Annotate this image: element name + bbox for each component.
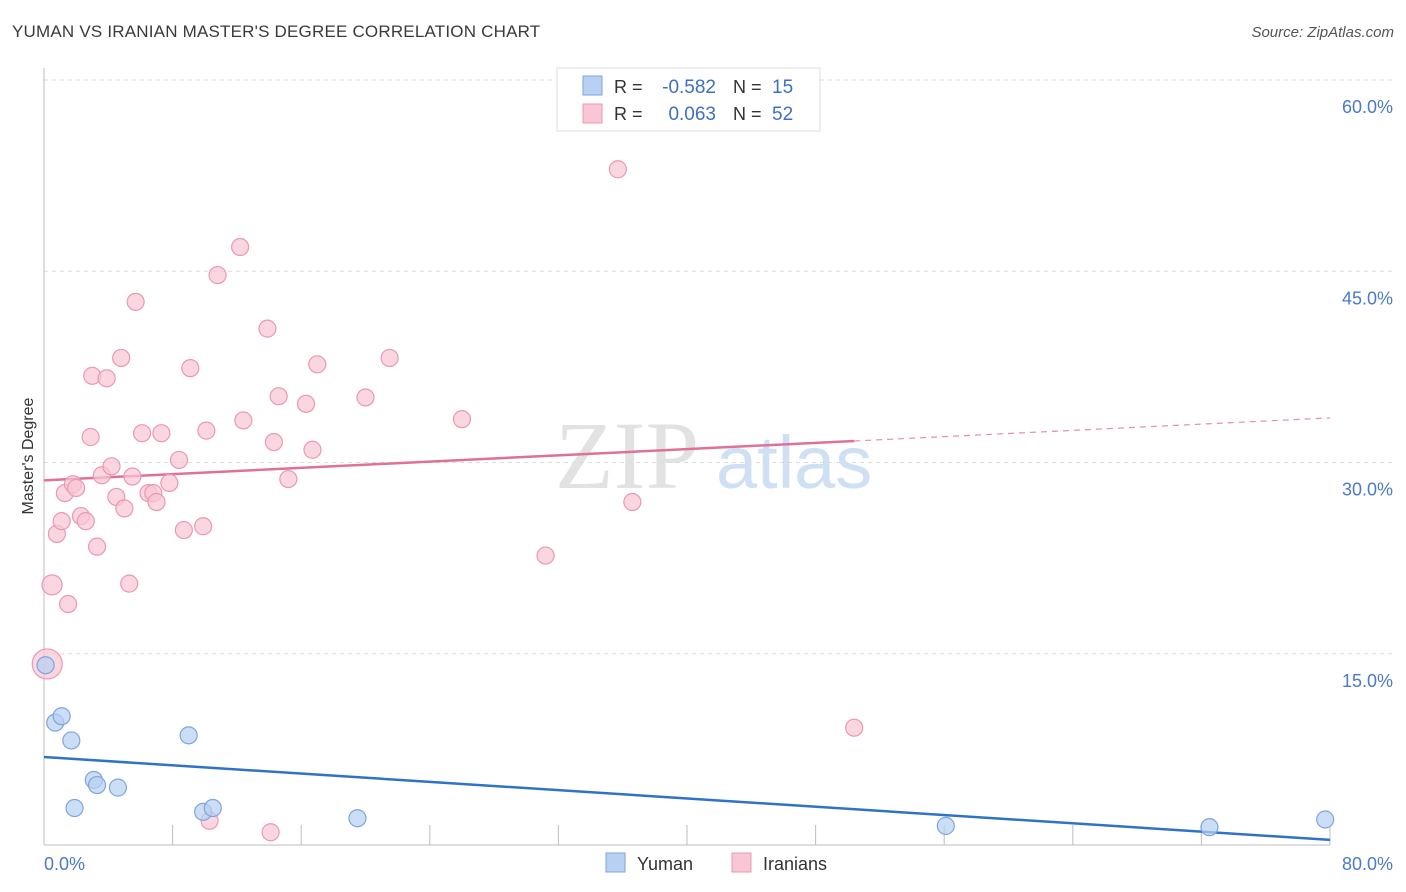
point-yuman-12 (936, 816, 955, 835)
point-iranians-25 (147, 492, 166, 512)
point-iranians-5 (59, 594, 78, 614)
x-tick-label-1: 80.0% (1342, 854, 1393, 874)
point-yuman-4 (65, 798, 84, 818)
point-iranians-50 (623, 492, 642, 512)
series-legend: Yuman Iranians (605, 852, 827, 874)
point-iranians-14 (97, 369, 116, 388)
point-iranians-31 (194, 517, 213, 536)
point-iranians-26 (152, 424, 171, 443)
point-iranians-22 (132, 424, 152, 443)
chart-title: YUMAN VS IRANIAN MASTER'S DEGREE CORRELA… (12, 22, 541, 41)
bottom-legend-label-yuman: Yuman (637, 854, 693, 874)
legend-n-label-yuman: N = (733, 77, 762, 97)
point-iranians-3 (52, 512, 71, 531)
point-yuman-3 (62, 731, 81, 750)
trend-line-iranians (43, 439, 855, 482)
point-iranians-19 (120, 574, 139, 593)
point-iranians-48 (536, 546, 555, 565)
point-iranians-1 (41, 574, 63, 596)
point-iranians-18 (115, 499, 134, 518)
bottom-legend-swatch-yuman (605, 852, 626, 873)
y-tick-label-3: 60.0% (1342, 97, 1393, 117)
legend-swatch-yuman (582, 75, 603, 96)
point-iranians-49 (608, 160, 627, 179)
legend-r-label-yuman: R = (614, 77, 643, 97)
point-yuman-2 (52, 707, 71, 726)
point-yuman-13 (1200, 818, 1219, 837)
axes (43, 68, 1331, 846)
legend-n-value-iranians: 52 (772, 104, 793, 125)
point-iranians-42 (296, 394, 316, 413)
point-iranians-10 (81, 427, 100, 447)
point-iranians-12 (87, 537, 107, 556)
point-iranians-40 (269, 387, 288, 406)
stats-legend: R = -0.582 N = 15 R = 0.063 N = 52 (556, 67, 821, 132)
trend-line-yuman (43, 755, 1331, 842)
point-iranians-9 (76, 512, 95, 531)
watermark-atlas: atlas (716, 421, 872, 504)
point-yuman-6 (87, 775, 107, 795)
point-iranians-36 (234, 411, 253, 430)
y-tick-label-2: 45.0% (1342, 288, 1393, 308)
y-axis-label: Master's Degree (20, 397, 37, 514)
legend-r-value-iranians: 0.063 (668, 104, 716, 125)
point-iranians-21 (126, 292, 145, 311)
y-tick-label-1: 30.0% (1342, 480, 1393, 500)
point-iranians-32 (197, 421, 216, 440)
point-yuman-7 (108, 778, 128, 797)
legend-n-value-yuman: 15 (772, 77, 793, 98)
tick-labels: 15.0% 30.0% 45.0% 60.0% 0.0% 80.0% (44, 97, 1393, 874)
legend-r-label-iranians: R = (614, 104, 643, 124)
trend-lines (43, 417, 1331, 842)
point-iranians-46 (380, 348, 399, 368)
source-credit: Source: ZipAtlas.com (1251, 24, 1394, 41)
point-iranians-35 (231, 237, 250, 257)
point-yuman-8 (179, 726, 198, 745)
point-iranians-39 (264, 433, 283, 452)
point-iranians-20 (123, 467, 142, 486)
point-iranians-43 (303, 440, 322, 459)
point-iranians-37 (258, 319, 277, 338)
point-iranians-15 (102, 457, 121, 476)
data-points (31, 160, 1335, 842)
point-yuman-11 (348, 809, 367, 828)
point-yuman-14 (1316, 810, 1335, 829)
trend-line-extension-iranians (854, 417, 1331, 442)
point-iranians-29 (174, 520, 193, 540)
point-yuman-0 (36, 656, 55, 675)
x-tick-label-0: 0.0% (44, 854, 85, 874)
legend-r-value-yuman: -0.582 (662, 77, 716, 98)
point-yuman-10 (203, 798, 222, 818)
point-iranians-30 (181, 359, 200, 378)
bottom-legend-label-iranians: Iranians (763, 854, 827, 874)
point-iranians-47 (452, 410, 472, 429)
point-iranians-41 (279, 469, 298, 489)
point-iranians-45 (356, 388, 375, 407)
point-iranians-38 (261, 823, 280, 842)
y-tick-label-0: 15.0% (1342, 671, 1393, 691)
point-iranians-28 (169, 450, 189, 470)
point-iranians-51 (845, 718, 864, 737)
point-iranians-7 (67, 478, 86, 498)
point-iranians-27 (160, 473, 179, 492)
legend-swatch-iranians (582, 103, 603, 124)
point-iranians-34 (208, 265, 227, 285)
point-iranians-17 (112, 348, 131, 368)
legend-n-label-iranians: N = (733, 104, 762, 124)
point-iranians-44 (308, 355, 327, 374)
bottom-legend-swatch-iranians (731, 852, 752, 873)
grid (44, 79, 1395, 655)
